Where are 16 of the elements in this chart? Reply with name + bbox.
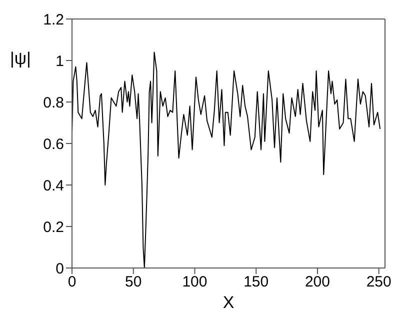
y-tick-label: 1.2 — [43, 11, 64, 28]
x-tick-label: 100 — [182, 274, 208, 291]
y-tick-label: 0.6 — [43, 136, 64, 153]
x-tick-label: 250 — [366, 274, 392, 291]
y-tick-label: 0 — [56, 260, 64, 278]
x-tick-label: 50 — [125, 274, 142, 291]
y-axis-title: |ψ| — [10, 48, 31, 68]
x-tick-label: 0 — [68, 274, 76, 291]
y-tick-label: 1 — [56, 52, 64, 70]
x-tick-label: 200 — [304, 274, 330, 291]
x-axis-title: X — [222, 293, 234, 312]
y-tick-label: 0.2 — [43, 218, 64, 236]
y-tick-label: 0.8 — [43, 94, 64, 112]
line-series — [72, 52, 381, 268]
x-tick-label: 150 — [244, 274, 269, 291]
y-tick-label: 0.4 — [43, 177, 64, 194]
